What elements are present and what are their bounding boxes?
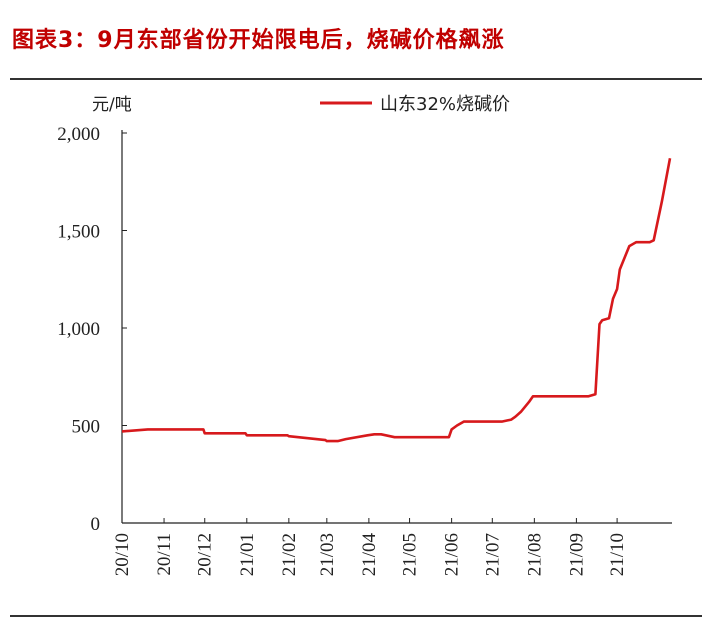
y-axis-unit-label: 元/吨 [92, 95, 132, 115]
x-tick-label: 21/04 [359, 533, 380, 577]
top-rule [10, 78, 702, 80]
x-tick-label: 21/01 [237, 533, 258, 576]
y-tick-label: 500 [72, 417, 101, 438]
x-tick-label: 21/07 [482, 533, 503, 576]
y-tick-label: 2,000 [57, 124, 100, 145]
x-tick-label: 20/12 [195, 533, 216, 576]
x-tick-label: 21/09 [566, 533, 587, 576]
x-tick-label: 21/08 [524, 533, 545, 576]
x-tick-label: 21/05 [400, 533, 421, 576]
series-line [121, 158, 672, 443]
x-tick-label: 20/11 [154, 533, 175, 576]
y-tick-label: 0 [91, 514, 101, 535]
y-tick-label: 1,000 [57, 319, 100, 340]
y-tick-label: 1,500 [57, 222, 100, 243]
x-tick-label: 21/03 [317, 533, 338, 576]
x-tick-label: 21/02 [279, 533, 300, 576]
chart-title: 图表3：9月东部省份开始限电后，烧碱价格飙涨 [12, 28, 505, 53]
x-tick-label: 20/10 [112, 533, 133, 576]
x-tick-label: 21/06 [442, 533, 463, 576]
bottom-rule [10, 615, 702, 617]
legend-label: 山东32%烧碱价 [380, 94, 510, 115]
x-tick-label: 21/10 [607, 533, 628, 576]
